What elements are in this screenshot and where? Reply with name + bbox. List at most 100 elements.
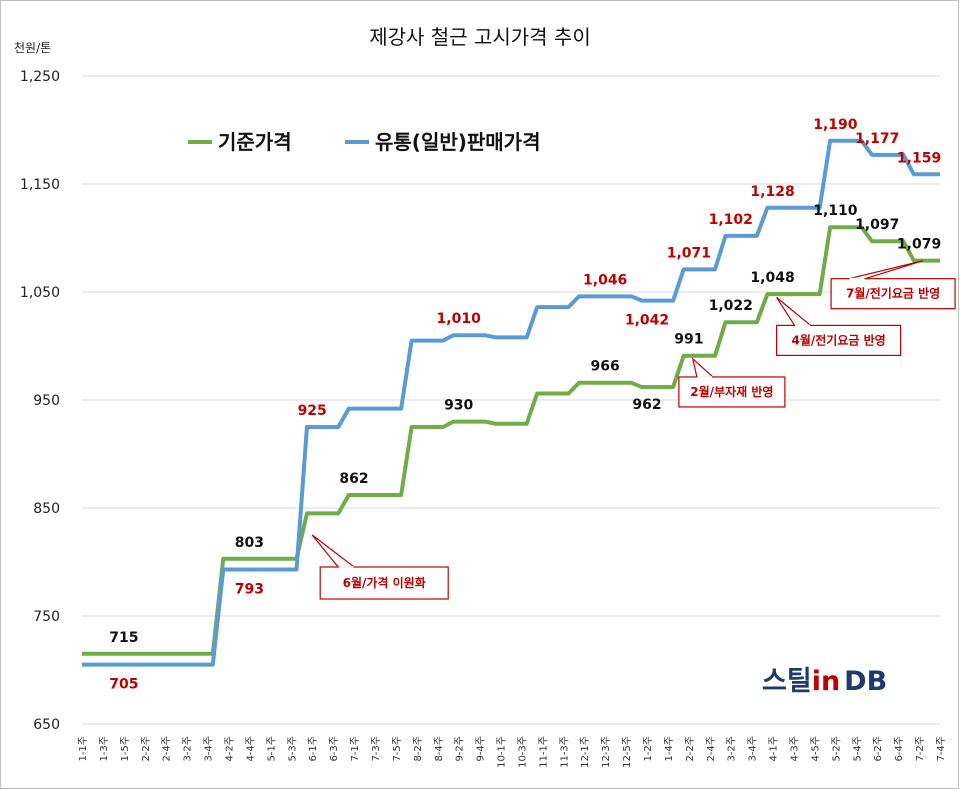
data-label-base: 966 <box>591 359 620 375</box>
steelindb-logo: 스틸in DB <box>762 666 887 697</box>
x-tick-label: 7-5주 <box>392 736 403 762</box>
series-lines <box>82 138 940 667</box>
series-line-distribution-price <box>82 138 940 667</box>
x-tick-label: 11-1주 <box>538 736 549 768</box>
data-label-base: 930 <box>444 398 473 414</box>
callout-text: 6월/가격 이원화 <box>343 575 426 590</box>
y-tick-label: 650 <box>33 717 60 733</box>
data-label-base: 862 <box>339 471 368 487</box>
data-label-base: 1,048 <box>750 270 794 286</box>
annotation-callout: 6월/가격 이원화 <box>311 534 449 600</box>
callout-text: 2월/부자재 반영 <box>690 384 773 399</box>
x-tick-label: 7-4주 <box>936 736 947 762</box>
legend-label-distribution: 유통(일반)판매가격 <box>375 130 540 154</box>
x-tick-label: 4-2주 <box>224 736 235 762</box>
data-label-distribution: 1,071 <box>667 245 711 261</box>
callout-box <box>830 278 956 310</box>
annotation-callout: 4월/전기요금 반영 <box>775 296 902 356</box>
data-labels: 715 803 862 930 966 962 991 1,022 1,048 1,1101,09… <box>109 117 941 693</box>
x-tick-label: 7-3주 <box>371 736 382 762</box>
x-tick-label: 7-2주 <box>915 736 926 762</box>
logo-text: 스틸in DB <box>762 666 887 697</box>
x-tick-label: 5-3주 <box>287 736 298 762</box>
x-tick-label: 1-2주 <box>643 736 654 762</box>
data-label-distribution: 1,102 <box>709 212 753 228</box>
y-tick-label: 950 <box>33 393 60 409</box>
x-tick-label: 5-1주 <box>266 736 277 762</box>
x-axis-ticks: 1-1주 1-3주 1-5주 2-2주 2-4주 3-2주 3-4주 4-2주 4-4주 5-1주… <box>78 736 947 768</box>
x-tick-label: 12-3주 <box>601 736 612 768</box>
data-label-base: 715 <box>109 630 138 646</box>
x-tick-label: 2-4주 <box>162 736 173 762</box>
x-tick-label: 2-2주 <box>685 736 696 762</box>
data-label-base: 991 <box>674 332 703 348</box>
callout-box <box>678 376 786 408</box>
x-tick-label: 5-2주 <box>831 736 842 762</box>
x-tick-label: 4-1주 <box>769 736 780 762</box>
x-tick-label: 2-2주 <box>141 736 152 762</box>
x-tick-label: 11-3주 <box>559 736 570 768</box>
data-label-distribution: 1,128 <box>750 184 794 200</box>
callout-text: 7월/전기요금 반영 <box>846 286 940 301</box>
y-tick-label: 1,050 <box>20 285 60 301</box>
x-tick-label: 1-4주 <box>664 736 675 762</box>
x-tick-label: 12-5주 <box>622 736 633 768</box>
x-tick-label: 6-1주 <box>308 736 319 762</box>
y-axis-unit: 천원/톤 <box>14 40 51 55</box>
data-label-base: 1,022 <box>709 298 753 314</box>
data-label-distribution: 705 <box>109 677 138 693</box>
x-tick-label: 12-1주 <box>580 736 591 768</box>
y-tick-label: 850 <box>33 501 60 517</box>
x-tick-label: 8-2주 <box>413 736 424 762</box>
data-label-distribution: 1,042 <box>625 313 669 329</box>
x-tick-label: 7-1주 <box>350 736 361 762</box>
data-label-distribution: 1,046 <box>583 272 627 288</box>
callout-box <box>775 324 902 356</box>
callout-box <box>319 566 449 600</box>
data-label-base: 1,097 <box>855 217 899 233</box>
data-label-distribution: 1,190 <box>813 117 858 133</box>
series-line-base-price <box>82 225 940 656</box>
data-label-distribution: 793 <box>235 582 264 598</box>
data-label-base: 962 <box>632 397 661 413</box>
x-tick-label: 4-3주 <box>790 736 801 762</box>
callout-text: 4월/전기요금 반영 <box>791 332 885 347</box>
legend: 기준가격 유통(일반)판매가격 <box>188 130 540 154</box>
data-label-distribution: 1,159 <box>897 150 941 166</box>
x-tick-label: 3-2주 <box>183 736 194 762</box>
gridlines <box>82 75 940 725</box>
data-label-distribution: 1,010 <box>437 311 482 327</box>
data-label-base: 1,079 <box>897 237 941 253</box>
x-tick-label: 9-4주 <box>476 736 487 762</box>
chart-title: 제강사 철근 고시가격 추이 <box>369 25 590 49</box>
x-tick-label: 10-1주 <box>497 736 508 768</box>
legend-label-base: 기준가격 <box>218 130 292 154</box>
x-tick-label: 4-5주 <box>810 736 821 762</box>
data-label-base: 1,110 <box>813 203 858 219</box>
y-tick-label: 1,150 <box>20 177 60 193</box>
x-tick-label: 6-4주 <box>894 736 905 762</box>
x-tick-label: 6-2주 <box>873 736 884 762</box>
annotation-callout: 7월/전기요금 반영 <box>830 260 956 310</box>
x-tick-label: 4-4주 <box>245 736 256 762</box>
x-tick-label: 1-3주 <box>99 736 110 762</box>
y-tick-label: 750 <box>33 609 60 625</box>
data-label-distribution: 1,177 <box>855 131 899 147</box>
data-label-base: 803 <box>235 535 264 551</box>
data-label-distribution: 925 <box>298 403 327 419</box>
x-tick-label: 3-4주 <box>204 736 215 762</box>
x-tick-label: 6-3주 <box>329 736 340 762</box>
y-tick-label: 1,250 <box>20 69 60 85</box>
x-tick-label: 3-4주 <box>748 736 759 762</box>
annotations: 6월/가격 이원화 2월/부자재 반영 4월/전기요금 반영 7월/전기요금 반영 <box>311 260 956 600</box>
x-tick-label: 1-1주 <box>78 736 89 762</box>
x-tick-label: 5-4주 <box>852 736 863 762</box>
x-tick-label: 10-3주 <box>517 736 528 768</box>
x-tick-label: 9-2주 <box>455 736 466 762</box>
x-tick-label: 3-2주 <box>727 736 738 762</box>
x-tick-label: 2-4주 <box>706 736 717 762</box>
annotation-callout: 2월/부자재 반영 <box>678 357 786 408</box>
